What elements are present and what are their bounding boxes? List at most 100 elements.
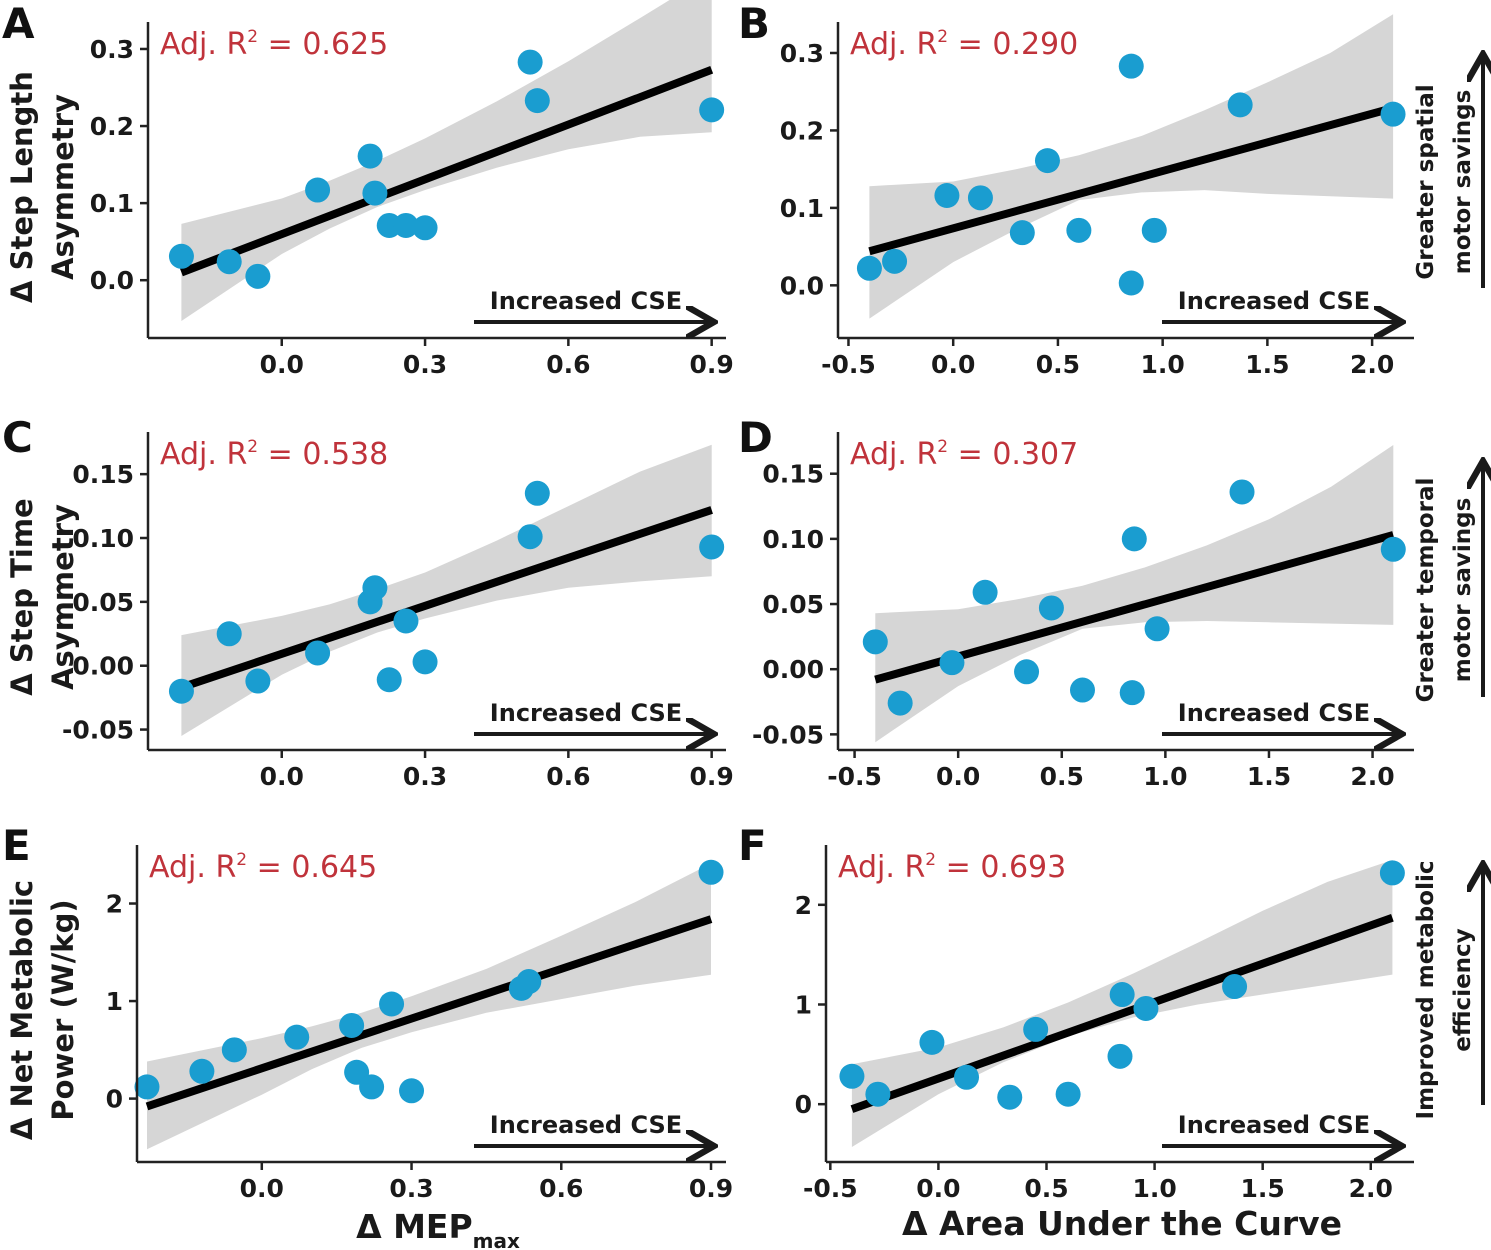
panel-a-point-12: [699, 97, 725, 123]
panel-c-point-2: [216, 621, 242, 647]
panel-d-y-tick-label-1: -0.05: [752, 720, 824, 749]
panel-c-x-tick-label-4: 0.9: [690, 762, 734, 791]
panel-f-cse-label: Increased CSE: [1178, 1111, 1370, 1139]
panel-e-r2-prefix: Adj. R: [149, 850, 236, 885]
panel-b-point-2: [882, 248, 908, 274]
panel-d-point-3: [939, 650, 965, 676]
panel-c-r2-value: = 0.538: [258, 437, 388, 472]
panel-c-point-9: [412, 649, 438, 675]
panel-a-r2-superscript: 2: [247, 27, 258, 47]
side-label-row2-line2: motor savings: [1450, 498, 1476, 683]
panel-a-point-11: [524, 88, 550, 114]
panel-b-x-tick-label-1: -0.5: [821, 350, 876, 379]
panel-f-point-9: [1107, 1043, 1133, 1069]
side-annotation-row3: Improved metabolic efficiency: [1413, 861, 1483, 1120]
side-label-row3-line1: Improved metabolic: [1413, 861, 1439, 1120]
panel-f-r2-superscript: 2: [925, 850, 936, 870]
panel-d-r2-superscript: 2: [937, 437, 948, 457]
panel-f-point-2: [865, 1081, 891, 1107]
panel-e-x-tick-label-2: 0.3: [389, 1174, 433, 1203]
panel-e-point-4: [284, 1024, 310, 1050]
panel-b-x-tick-label-4: 1.0: [1141, 350, 1185, 379]
side-annotation-row1: Greater spatial motor savings: [1413, 58, 1483, 288]
panel-e-point-5: [339, 1012, 365, 1038]
panel-b-confidence-band: [869, 14, 1394, 319]
panel-f-point-7: [1055, 1081, 1081, 1107]
panel-d: -0.5 0.0 0.5 1.0 1.5 2.0 -0.05 0.00 0.05 0.10 0.15…: [738, 413, 1414, 791]
panel-a-y-tick-label-2: 0.1: [90, 189, 134, 218]
panel-a-y-tick-label-1: 0.0: [90, 266, 134, 295]
panel-b-r2-annotation: Adj. R2 = 0.290: [850, 27, 1078, 62]
panel-d-point-12: [1380, 536, 1406, 562]
panel-f-point-4: [954, 1064, 980, 1090]
panel-e-y-tick-label-2: 1: [106, 987, 123, 1016]
y-title-row1-line2: Asymmetry: [46, 94, 80, 280]
y-title-row3-line1: Δ Net Metabolic: [5, 880, 39, 1140]
panel-e-y-tick-label-3: 2: [106, 890, 123, 919]
panel-b-point-5: [1009, 220, 1035, 246]
panel-a-x-tick-label-3: 0.6: [546, 350, 590, 379]
panel-d-point-10: [1144, 616, 1170, 642]
panel-f-r2-prefix: Adj. R: [838, 850, 925, 885]
panel-d-x-tick-label-2: 0.0: [936, 762, 980, 791]
panel-c-cse-label: Increased CSE: [490, 699, 682, 727]
side-annotation-row2: Greater temporal motor savings: [1413, 465, 1483, 702]
panel-c-point-12: [699, 534, 725, 560]
panel-d-cse-label: Increased CSE: [1178, 699, 1370, 727]
panel-b-point-7: [1066, 217, 1092, 243]
panel-c-r2-annotation: Adj. R2 = 0.538: [160, 437, 388, 472]
panel-f-x-tick-label-5: 1.5: [1241, 1174, 1285, 1203]
y-title-row2-line2: Asymmetry: [46, 504, 80, 690]
panel-c-y-tick-label-2: 0.00: [72, 652, 134, 681]
panel-e-label: E: [2, 821, 31, 870]
panel-e-point-8: [379, 991, 405, 1017]
panel-b-point-11: [1227, 92, 1253, 118]
panel-e-point-9: [399, 1078, 425, 1104]
panel-c-point-11: [524, 480, 550, 506]
panel-f-x-tick-label-2: 0.0: [916, 1174, 960, 1203]
panel-c-y-tick-label-1: -0.05: [62, 716, 134, 745]
panel-d-y-tick-label-5: 0.15: [762, 460, 824, 489]
panel-f-r2-annotation: Adj. R2 = 0.693: [838, 850, 1066, 885]
panel-c-x-tick-label-1: 0.0: [260, 762, 304, 791]
panel-d-x-tick-label-5: 1.5: [1247, 762, 1291, 791]
panel-c-x-tick-label-3: 0.6: [546, 762, 590, 791]
panel-a-point-10: [517, 49, 543, 75]
panel-c-r2-superscript: 2: [247, 437, 258, 457]
panel-c-confidence-band: [181, 444, 712, 736]
panel-a-point-6: [362, 180, 388, 206]
panel-e-x-tick-label-3: 0.6: [539, 1174, 583, 1203]
panel-c-x-tick-label-2: 0.3: [403, 762, 447, 791]
panel-b: -0.5 0.0 0.5 1.0 1.5 2.0 0.0 0.1 0.2 0.3 Adj. R2 =…: [738, 0, 1414, 379]
panel-e-y-tick-label-1: 0: [106, 1085, 123, 1114]
x-title-left-sub: max: [473, 1229, 520, 1250]
panel-c-y-tick-label-5: 0.15: [72, 460, 134, 489]
panel-e-r2-superscript: 2: [236, 850, 247, 870]
panel-e-point-12: [698, 859, 724, 885]
panel-b-label: B: [738, 0, 770, 48]
panel-c-point-1: [168, 678, 194, 704]
panel-d-y-tick-label-4: 0.10: [762, 525, 824, 554]
panel-e-r2-value: = 0.645: [247, 850, 377, 885]
panel-a: 0.0 0.3 0.6 0.90.00.10.20.3 Adj. R2 = 0.625A…: [2, 0, 734, 379]
panel-f-x-tick-label-6: 2.0: [1349, 1174, 1393, 1203]
side-label-row1-line1: Greater spatial: [1413, 84, 1439, 279]
panel-e-cse-label: Increased CSE: [490, 1111, 682, 1139]
panel-d-confidence-band: [875, 445, 1394, 743]
panel-e-x-tick-label-1: 0.0: [240, 1174, 284, 1203]
panel-d-label: D: [738, 413, 773, 462]
panel-c-label: C: [2, 413, 33, 462]
panel-a-r2-value: = 0.625: [258, 27, 388, 62]
panel-f-label: F: [738, 821, 767, 870]
panel-b-fit-line: [868, 104, 1395, 256]
panel-a-r2-annotation: Adj. R2 = 0.625: [160, 27, 388, 62]
panel-d-r2-value: = 0.307: [948, 437, 1078, 472]
panel-b-cse-label: Increased CSE: [1178, 287, 1370, 315]
panel-a-point-2: [216, 249, 242, 275]
panel-f-x-tick-label-1: -0.5: [803, 1174, 858, 1203]
panel-e-point-3: [221, 1037, 247, 1063]
panel-b-x-tick-label-2: 0.0: [931, 350, 975, 379]
